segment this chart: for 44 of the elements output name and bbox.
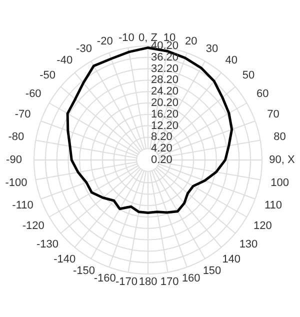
- y-tick-label: 8.20: [151, 131, 172, 144]
- spoke-label: 20: [185, 36, 198, 48]
- y-tick-label: 16.20: [151, 108, 179, 120]
- y-tick-label: 20.20: [151, 97, 179, 109]
- spoke-label: 130: [239, 238, 258, 250]
- spoke-label: -20: [96, 36, 113, 48]
- spoke-label: 70: [267, 108, 280, 120]
- spoke-label: -110: [12, 200, 34, 212]
- spoke-label: -40: [56, 54, 73, 67]
- y-tick-label: 12.20: [151, 120, 179, 132]
- spoke-label: -100: [5, 177, 28, 190]
- spoke-label: 30: [206, 43, 218, 56]
- spoke-label: -70: [14, 108, 31, 120]
- spoke-label: 110: [264, 200, 282, 212]
- spoke-label: -120: [22, 220, 44, 232]
- y-tick-label: 24.20: [151, 86, 179, 98]
- spoke-label: -30: [76, 43, 92, 56]
- spoke-label: 140: [222, 253, 241, 266]
- spoke-label: 170: [160, 276, 179, 288]
- spoke-label: -50: [40, 70, 56, 82]
- y-tick-label: 0.20: [151, 154, 172, 166]
- spoke-label: -80: [8, 130, 24, 143]
- spoke-label: 90, X: [269, 154, 296, 166]
- spoke-label: 100: [270, 177, 289, 190]
- y-tick-label: 32.20: [151, 62, 179, 75]
- spoke-label: 180: [138, 276, 158, 288]
- y-tick-label: 36.20: [151, 51, 179, 64]
- spoke-label: 80: [274, 130, 286, 143]
- spoke-label: -60: [25, 88, 42, 100]
- spoke-label: -170: [115, 276, 138, 288]
- spoke-label: -130: [36, 238, 59, 250]
- spoke-label: 60: [256, 88, 269, 100]
- spoke-label: 160: [182, 272, 200, 284]
- spoke-label: -10: [118, 32, 134, 44]
- spoke-label: -150: [72, 264, 96, 277]
- spoke-label: 40: [225, 54, 238, 67]
- spoke-label: 50: [242, 70, 255, 82]
- y-tick-label: 4.20: [151, 142, 172, 155]
- spoke-label: -160: [94, 272, 116, 284]
- spoke-label: -90: [6, 154, 22, 166]
- spoke-label: -140: [54, 253, 76, 266]
- y-tick-label: 28.20: [151, 74, 179, 86]
- spoke-label: 150: [202, 264, 222, 277]
- spoke-label: 120: [253, 220, 272, 232]
